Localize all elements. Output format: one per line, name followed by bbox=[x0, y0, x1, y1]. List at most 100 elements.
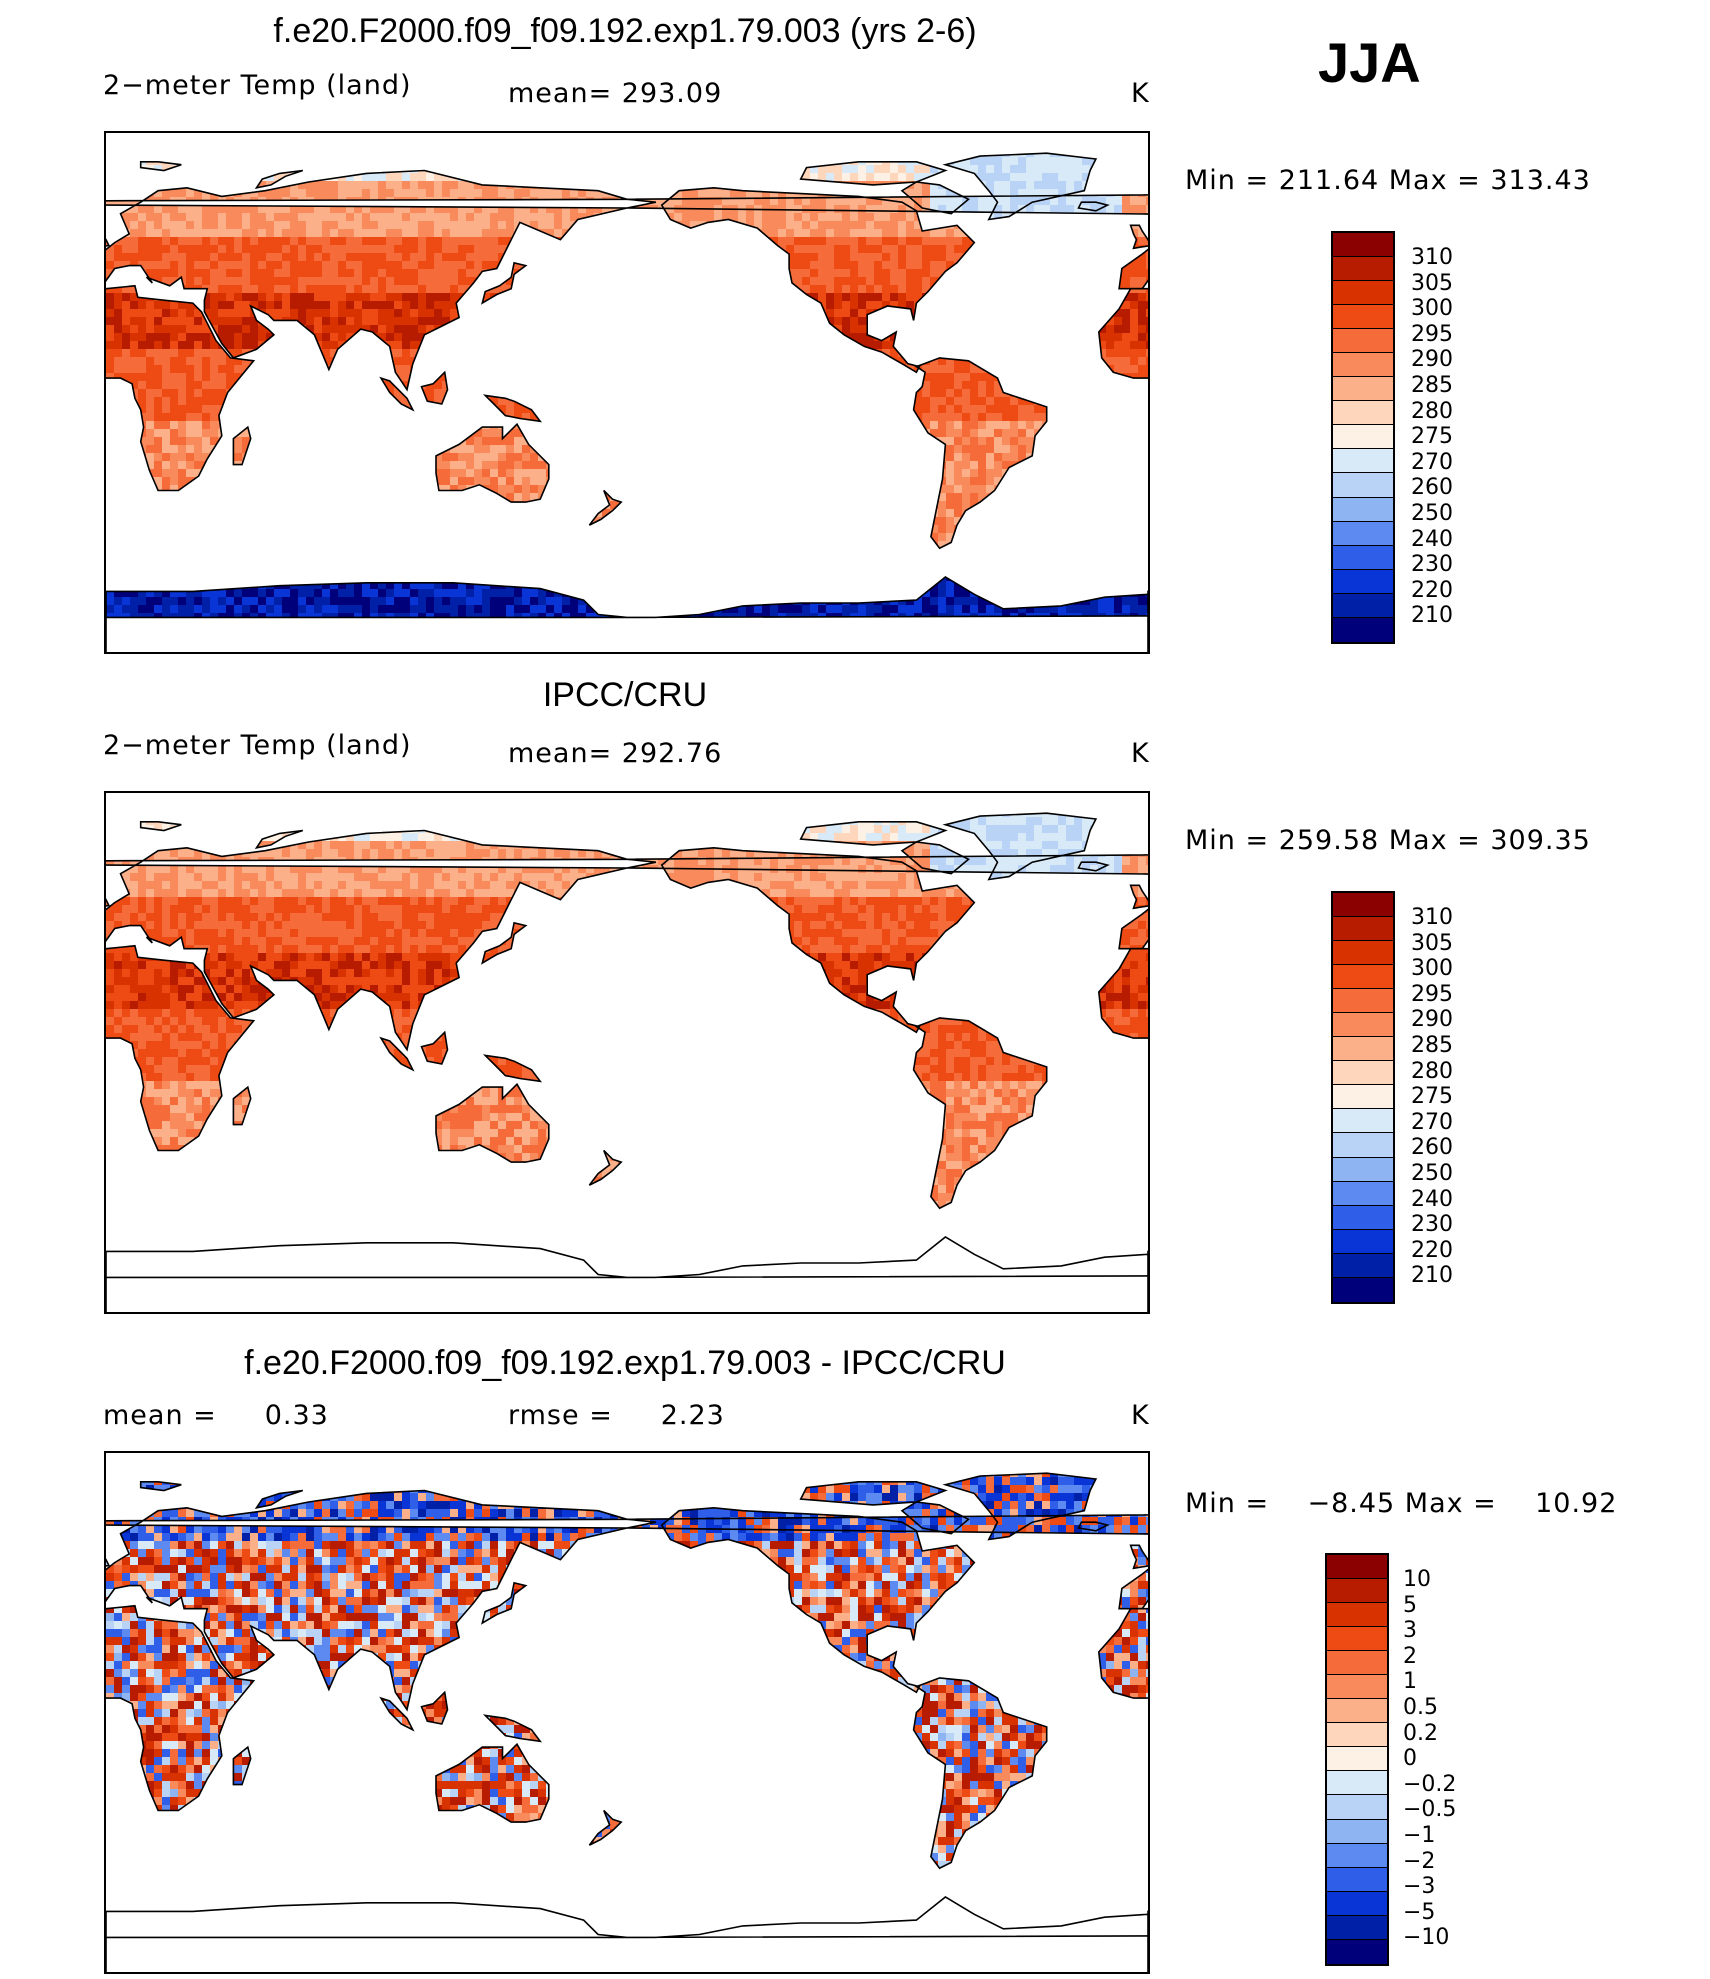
map-cell bbox=[898, 381, 907, 390]
map-cell bbox=[922, 237, 931, 246]
map-cell bbox=[1130, 309, 1139, 318]
map-cell bbox=[1042, 301, 1051, 310]
map-cell bbox=[1146, 341, 1148, 350]
map-cell bbox=[1074, 285, 1083, 294]
map-cell bbox=[130, 357, 139, 366]
map-cell bbox=[874, 261, 883, 270]
map-cell bbox=[626, 153, 635, 158]
map-cell bbox=[114, 333, 123, 342]
map-cell bbox=[922, 405, 931, 414]
map-cell bbox=[474, 213, 483, 222]
map-cell bbox=[650, 405, 659, 414]
map-cell bbox=[658, 341, 667, 350]
map-cell bbox=[282, 229, 291, 238]
map-cell bbox=[826, 405, 835, 414]
map-cell bbox=[666, 421, 675, 430]
map-cell bbox=[714, 221, 723, 230]
map-cell bbox=[482, 189, 491, 198]
map-cell bbox=[794, 429, 803, 438]
map-cell bbox=[666, 349, 675, 358]
map-cell bbox=[514, 261, 523, 270]
map-cell bbox=[186, 269, 195, 278]
map-cell bbox=[762, 221, 771, 230]
map-cell bbox=[778, 421, 787, 430]
map-cell bbox=[394, 413, 403, 422]
map-cell bbox=[1146, 325, 1148, 334]
map-cell bbox=[170, 141, 179, 150]
map-cell bbox=[466, 189, 475, 198]
map-cell bbox=[610, 373, 619, 382]
map-cell bbox=[810, 197, 819, 206]
map-cell bbox=[354, 221, 363, 230]
map-cell bbox=[1098, 229, 1107, 238]
map-cell bbox=[786, 173, 795, 182]
map-cell bbox=[130, 181, 139, 190]
map-cell bbox=[770, 221, 779, 230]
map-cell bbox=[114, 229, 123, 238]
map-cell bbox=[714, 365, 723, 374]
map-cell bbox=[570, 189, 579, 198]
map-cell bbox=[378, 277, 387, 286]
map-cell bbox=[1106, 325, 1115, 334]
map-cell bbox=[554, 397, 563, 406]
map-cell bbox=[274, 277, 283, 286]
map-cell bbox=[1082, 397, 1091, 406]
map-cell bbox=[682, 381, 691, 390]
map-cell bbox=[970, 317, 979, 326]
map-cell bbox=[754, 365, 763, 374]
map-cell bbox=[458, 181, 467, 190]
map-cell bbox=[482, 133, 491, 142]
map-cell bbox=[290, 221, 299, 230]
map-cell bbox=[890, 221, 899, 230]
map-cell bbox=[346, 397, 355, 406]
panel-1-units-label: K bbox=[1131, 78, 1150, 109]
map-cell bbox=[194, 365, 203, 374]
map-cell bbox=[898, 373, 907, 382]
map-cell bbox=[1010, 357, 1019, 366]
map-cell bbox=[922, 141, 931, 150]
map-cell bbox=[482, 421, 491, 430]
map-cell bbox=[770, 269, 779, 278]
map-cell bbox=[322, 293, 331, 302]
map-cell bbox=[626, 349, 635, 358]
map-cell bbox=[730, 317, 739, 326]
map-cell bbox=[450, 333, 459, 342]
map-cell bbox=[1018, 357, 1027, 366]
map-cell bbox=[402, 189, 411, 198]
map-cell bbox=[530, 221, 539, 230]
map-cell bbox=[634, 181, 643, 190]
map-cell bbox=[890, 365, 899, 374]
map-cell bbox=[1122, 397, 1131, 406]
map-cell bbox=[162, 157, 171, 166]
map-cell bbox=[914, 285, 923, 294]
map-cell bbox=[506, 165, 515, 174]
map-cell bbox=[810, 317, 819, 326]
map-cell bbox=[402, 429, 411, 438]
map-cell bbox=[274, 301, 283, 310]
map-cell bbox=[122, 365, 131, 374]
map-cell bbox=[1058, 189, 1067, 198]
map-cell bbox=[554, 197, 563, 206]
map-cell bbox=[818, 245, 827, 254]
map-cell bbox=[506, 397, 515, 406]
map-cell bbox=[1042, 253, 1051, 262]
map-cell bbox=[1122, 245, 1131, 254]
map-cell bbox=[338, 333, 347, 342]
map-cell bbox=[986, 301, 995, 310]
map-cell bbox=[770, 157, 779, 166]
map-cell bbox=[354, 293, 363, 302]
map-cell bbox=[138, 221, 147, 230]
map-cell bbox=[1138, 309, 1147, 318]
map-cell bbox=[1090, 237, 1099, 246]
map-cell bbox=[674, 269, 683, 278]
map-cell bbox=[826, 197, 835, 206]
map-cell bbox=[170, 285, 179, 294]
map-cell bbox=[290, 413, 299, 422]
map-cell bbox=[898, 197, 907, 206]
map-cell bbox=[866, 381, 875, 390]
map-cell bbox=[1066, 293, 1075, 302]
map-cell bbox=[562, 317, 571, 326]
map-cell bbox=[402, 285, 411, 294]
map-cell bbox=[610, 429, 619, 438]
map-cell bbox=[1090, 221, 1099, 230]
